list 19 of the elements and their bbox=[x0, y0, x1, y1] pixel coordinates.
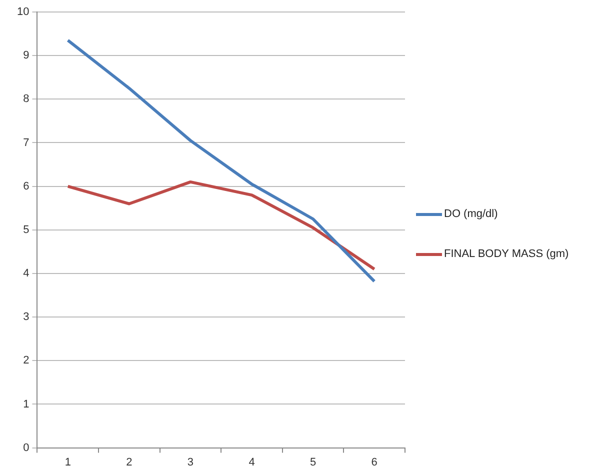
x-tick-label: 1 bbox=[64, 456, 71, 468]
y-tick-label: 3 bbox=[23, 311, 30, 324]
y-tick-label: 4 bbox=[23, 268, 30, 280]
y-tick-label: 7 bbox=[23, 136, 30, 149]
y-tick-label: 2 bbox=[23, 354, 30, 367]
x-tick-label: 5 bbox=[310, 456, 316, 468]
x-tick-label: 3 bbox=[187, 456, 194, 468]
y-tick-label: 6 bbox=[23, 180, 30, 192]
y-tick-label: 9 bbox=[23, 50, 30, 62]
x-tick-label: 2 bbox=[126, 456, 132, 468]
legend-label: DO (mg/dl) bbox=[444, 207, 499, 221]
x-tick-label: 4 bbox=[248, 456, 255, 468]
y-tick-label: 8 bbox=[23, 93, 30, 106]
legend-label: FINAL BODY MASS (gm) bbox=[444, 247, 570, 261]
y-tick-label: 1 bbox=[23, 398, 30, 410]
x-tick-label: 6 bbox=[371, 456, 378, 468]
y-tick-label: 0 bbox=[23, 442, 30, 454]
y-tick-label: 10 bbox=[16, 6, 30, 18]
y-tick-label: 5 bbox=[23, 224, 30, 236]
